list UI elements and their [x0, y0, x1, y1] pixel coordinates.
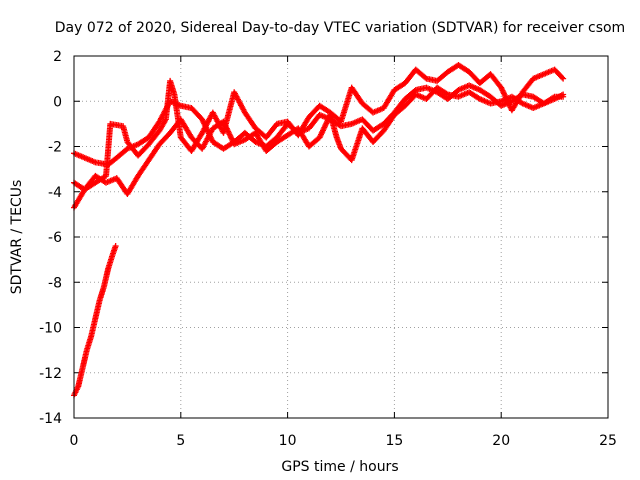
data-point — [422, 74, 429, 81]
y-tick-label: -10 — [39, 321, 62, 337]
data-point — [560, 75, 567, 82]
y-tick-label: -2 — [48, 140, 62, 156]
y-tick-labels: -14 -12 -10 -8 -6 -4 -2 0 2 — [39, 49, 62, 427]
x-axis-label: GPS time / hours — [281, 459, 398, 475]
y-tick-label: -8 — [48, 275, 62, 291]
plot-frame — [73, 55, 609, 419]
x-tick-label: 15 — [385, 433, 403, 449]
data-point — [550, 94, 557, 101]
y-tick-label: -12 — [39, 366, 62, 382]
series-track-a — [71, 82, 567, 168]
x-tick-label: 5 — [176, 433, 185, 449]
y-axis-label: SDTVAR / TECUs — [9, 180, 25, 295]
series-steep-rise — [71, 243, 119, 399]
x-tick-label: 10 — [279, 433, 297, 449]
data-series — [71, 62, 567, 399]
x-tick-label: 25 — [599, 433, 617, 449]
y-tick-label: 2 — [53, 49, 62, 65]
y-tick-label: 0 — [53, 94, 62, 110]
y-tick-label: -4 — [48, 185, 62, 201]
data-point — [560, 93, 567, 100]
y-tick-label: -6 — [48, 230, 62, 246]
data-point — [443, 90, 450, 97]
series-track-b — [71, 62, 567, 193]
data-point — [112, 243, 119, 250]
grid-lines — [74, 56, 608, 418]
y-tick-label: -14 — [39, 411, 62, 427]
data-point — [559, 74, 566, 81]
series-track-c — [71, 84, 567, 211]
x-tick-label: 0 — [70, 433, 79, 449]
chart-title: Day 072 of 2020, Sidereal Day-to-day VTE… — [55, 20, 625, 36]
x-tick-label: 20 — [492, 433, 510, 449]
x-tick-labels: 0 5 10 15 20 25 — [70, 433, 617, 449]
